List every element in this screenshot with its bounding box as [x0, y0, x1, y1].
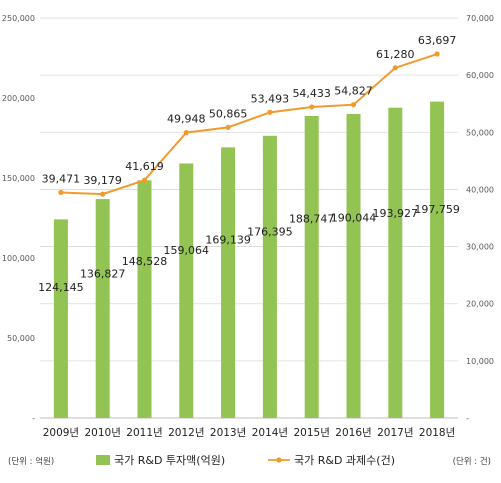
- bar-data-label: 193,927: [373, 207, 419, 220]
- line-data-label: 61,280: [376, 48, 415, 61]
- y-right-tick-label: 20,000: [466, 300, 494, 309]
- line-point: [141, 177, 148, 183]
- line-point: [58, 189, 64, 196]
- y-right-tick-label: -: [466, 414, 469, 423]
- line-data-label: 49,948: [167, 113, 206, 126]
- bar-data-label: 190,044: [331, 211, 377, 224]
- y-right-tick-label: 10,000: [466, 357, 494, 366]
- x-tick-label: 2017년: [377, 427, 413, 439]
- y-right-tick-label: 30,000: [466, 243, 494, 252]
- line-data-label: 50,865: [209, 107, 248, 120]
- y-left-tick-label: 50,000: [7, 334, 35, 343]
- y-left-tick-label: 200,000: [2, 94, 35, 103]
- line-point: [183, 129, 189, 136]
- y-left-tick-label: 150,000: [2, 174, 35, 183]
- line-path: [60, 53, 438, 196]
- bar: [95, 199, 110, 418]
- legend-bar-label: 국가 R&D 투자액(억원): [114, 454, 225, 467]
- legend: 국가 R&D 투자액(억원) 국가 R&D 과제수(건): [96, 454, 395, 467]
- x-tick-label: 2011년: [126, 427, 162, 439]
- bar-data-label: 136,827: [80, 268, 126, 281]
- bar-data-label: 188,747: [289, 213, 335, 226]
- legend-line-label: 국가 R&D 과제수(건): [294, 454, 395, 467]
- bar: [53, 219, 68, 418]
- bar: [388, 107, 403, 418]
- bar: [304, 116, 319, 419]
- x-tick-label: 2018년: [419, 427, 455, 439]
- y-right-tick-label: 60,000: [466, 71, 494, 80]
- bar-data-label: 159,064: [164, 244, 210, 257]
- bar-data-label: 197,759: [414, 203, 460, 216]
- axes: - 50,000 100,000 150,000 200,000 250,000 - 10,0…: [2, 14, 494, 439]
- x-tick-label: 2012년: [168, 427, 204, 439]
- y-right-tick-label: 50,000: [466, 128, 494, 137]
- bar-data-label: 124,145: [38, 281, 84, 294]
- y-left-tick-label: 250,000: [2, 14, 35, 23]
- x-tick-label: 2010년: [85, 427, 121, 439]
- line-data-label: 54,433: [292, 87, 331, 100]
- line-point: [267, 109, 273, 115]
- line-point: [309, 104, 315, 110]
- line-data-label: 63,697: [418, 34, 457, 47]
- bar-data-label: 148,528: [122, 255, 168, 268]
- line-data-label: 41,619: [125, 160, 164, 173]
- bar: [221, 147, 236, 418]
- line-point: [100, 191, 106, 197]
- line-data-label: 39,471: [42, 172, 81, 185]
- line-point: [350, 102, 357, 108]
- y-right-tick-label: 40,000: [466, 185, 494, 194]
- bar: [346, 113, 361, 419]
- x-tick-label: 2013년: [210, 427, 246, 439]
- left-unit-label: (단위 : 억원): [8, 456, 54, 467]
- line-point: [434, 51, 440, 57]
- bar: [179, 163, 194, 418]
- right-unit-label: (단위 : 건): [453, 456, 491, 467]
- line-point: [225, 124, 231, 130]
- line-data-label: 39,179: [83, 174, 122, 187]
- bar-data-label: 169,139: [205, 233, 251, 246]
- y-left-tick-label: 100,000: [2, 254, 35, 263]
- bar-series: [53, 101, 445, 419]
- bar-data-label: 176,395: [247, 226, 293, 239]
- bar: [430, 101, 445, 418]
- bar: [262, 135, 277, 418]
- y-right-tick-label: 70,000: [466, 14, 494, 23]
- y-left-tick-label: -: [32, 414, 35, 423]
- x-tick-label: 2015년: [294, 427, 330, 439]
- x-tick-label: 2009년: [43, 427, 79, 439]
- line-point: [392, 65, 398, 71]
- line-series: [58, 51, 440, 197]
- line-data-label: 53,493: [251, 92, 290, 105]
- legend-line-marker: [276, 457, 282, 463]
- bar: [137, 180, 152, 418]
- x-tick-label: 2014년: [252, 427, 288, 439]
- x-tick-label: 2016년: [335, 427, 371, 439]
- line-data-label: 54,827: [334, 85, 373, 98]
- legend-bar-swatch: [96, 455, 110, 465]
